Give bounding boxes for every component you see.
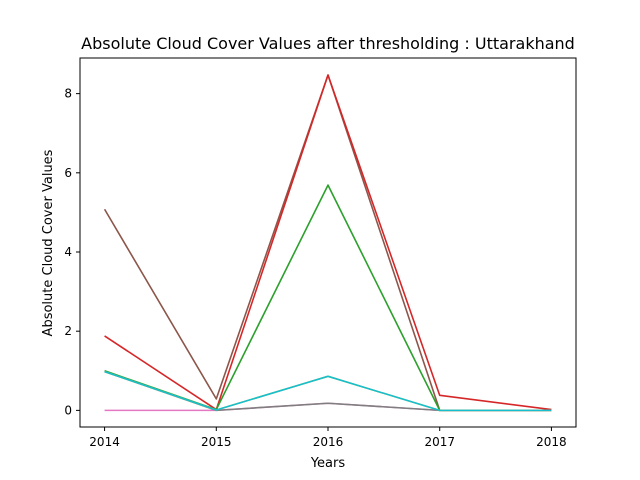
y-axis-label: Absolute Cloud Cover Values: [41, 149, 56, 336]
y-tick-label: 0: [64, 403, 72, 417]
series-layer: [103, 74, 552, 412]
x-tick-label: 2015: [201, 435, 232, 449]
x-tick-label: 2016: [313, 435, 344, 449]
y-tick-label: 8: [64, 87, 72, 101]
y-tick-label: 6: [64, 166, 72, 180]
y-tick-label: 4: [64, 245, 72, 259]
x-axis-label: Years: [310, 456, 346, 471]
x-axis-ticks: 2014 2015 2016 2017 2018: [89, 427, 567, 449]
series-line-2: [104, 74, 552, 411]
x-tick-label: 2014: [89, 435, 120, 449]
series-line-7: [104, 370, 552, 412]
y-axis-ticks: 0 2 4 6 8: [64, 87, 80, 417]
x-tick-label: 2017: [424, 435, 455, 449]
y-tick-label: 2: [64, 324, 72, 338]
chart-title: Absolute Cloud Cover Values after thresh…: [81, 34, 575, 53]
x-tick-label: 2018: [536, 435, 567, 449]
